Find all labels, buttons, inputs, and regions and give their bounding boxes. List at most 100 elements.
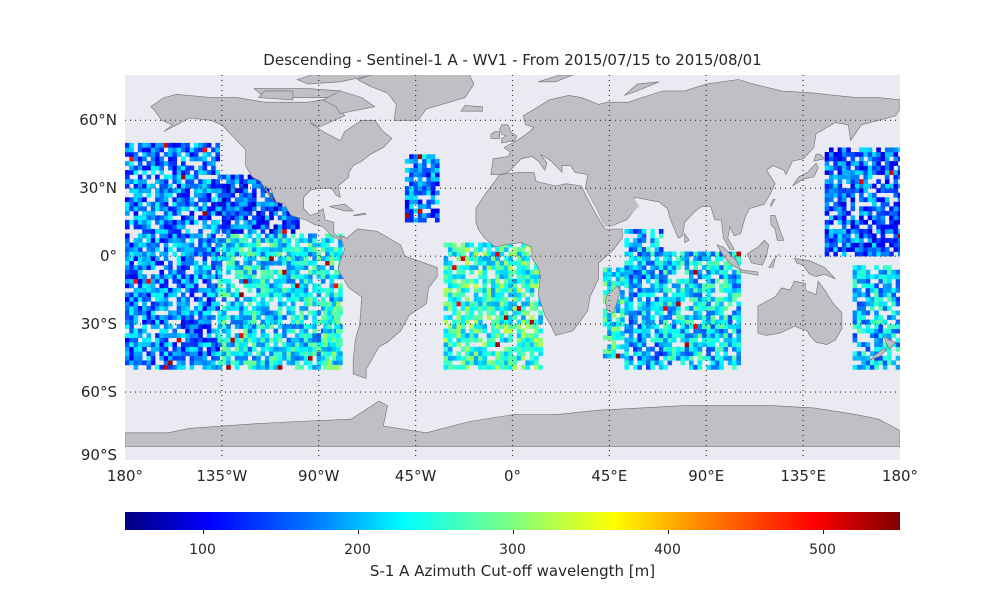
data-cell [168,142,173,148]
data-cell [155,201,160,207]
data-cell [824,165,830,171]
data-cell [863,152,868,157]
data-cell [701,342,707,347]
data-cell [891,310,896,316]
data-cell [125,179,130,184]
data-cell [163,215,169,221]
data-cell [456,337,462,343]
data-cell [189,197,195,203]
data-cell [176,142,182,148]
data-cell [277,364,283,370]
data-cell [829,206,834,212]
data-cell [443,292,449,298]
data-cell [325,287,330,293]
data-cell [701,265,707,270]
data-cell [620,299,625,304]
data-cell [602,317,608,323]
data-cell [469,324,474,329]
data-cell [129,161,134,166]
data-cell [181,233,186,239]
data-cell [163,142,169,148]
data-cell [854,161,860,166]
data-cell [202,292,208,298]
data-cell [159,165,164,171]
world-map [125,75,900,460]
data-cell [252,333,257,338]
data-cell [273,224,279,230]
data-cell [181,351,186,357]
data-cell [895,328,900,334]
data-cell [299,310,304,316]
data-cell [150,283,156,289]
data-cell [654,283,660,289]
data-cell [299,233,304,239]
data-cell [460,287,466,293]
data-cell [137,310,143,316]
data-cell [841,201,847,207]
data-cell [538,319,543,325]
data-cell [413,195,419,200]
data-cell [897,156,900,162]
data-cell [125,161,130,166]
data-cell [286,351,292,357]
data-cell [316,360,322,366]
data-cell [202,251,208,257]
data-cell [172,161,177,166]
data-cell [719,346,724,352]
data-cell [338,242,343,248]
data-cell [264,265,270,270]
data-cell [146,233,152,239]
data-cell [206,292,212,298]
data-cell [706,364,711,370]
data-cell [185,306,190,311]
data-cell [323,333,328,338]
data-cell [837,170,843,175]
data-cell [159,224,164,230]
data-cell [824,233,830,239]
data-cell [874,319,879,325]
data-cell [193,342,199,347]
data-cell [290,215,296,221]
data-cell [706,292,711,298]
data-cell [650,251,655,257]
data-cell [264,306,270,311]
data-cell [234,301,240,307]
data-cell [534,342,539,347]
data-cell [312,324,317,329]
data-cell [867,206,873,212]
data-cell [889,206,894,212]
data-cell [206,215,212,221]
data-cell [303,346,309,352]
data-cell [824,247,830,252]
data-cell [865,324,871,329]
data-cell [667,310,673,316]
data-cell [252,256,257,261]
data-cell [895,274,900,280]
land-baffin [322,90,376,114]
data-cell [256,364,261,370]
data-cell [142,324,147,329]
data-cell [260,306,266,311]
data-cell [256,287,261,293]
data-cell [172,274,177,280]
data-cell [676,328,681,334]
data-cell [465,265,470,270]
data-cell [521,319,526,325]
data-cell [234,224,240,230]
data-cell [325,260,330,266]
data-cell [150,360,156,366]
data-cell [887,355,892,361]
data-cell [850,201,856,207]
data-cell [697,360,703,366]
data-cell [181,342,186,347]
data-cell [680,333,685,338]
data-cell [837,161,843,166]
data-cell [736,333,741,338]
data-cell [884,229,890,234]
data-cell [872,183,877,189]
data-cell [172,179,177,184]
data-cell [863,210,868,216]
data-cell [338,360,343,366]
data-cell [185,165,190,171]
data-cell [142,165,147,171]
